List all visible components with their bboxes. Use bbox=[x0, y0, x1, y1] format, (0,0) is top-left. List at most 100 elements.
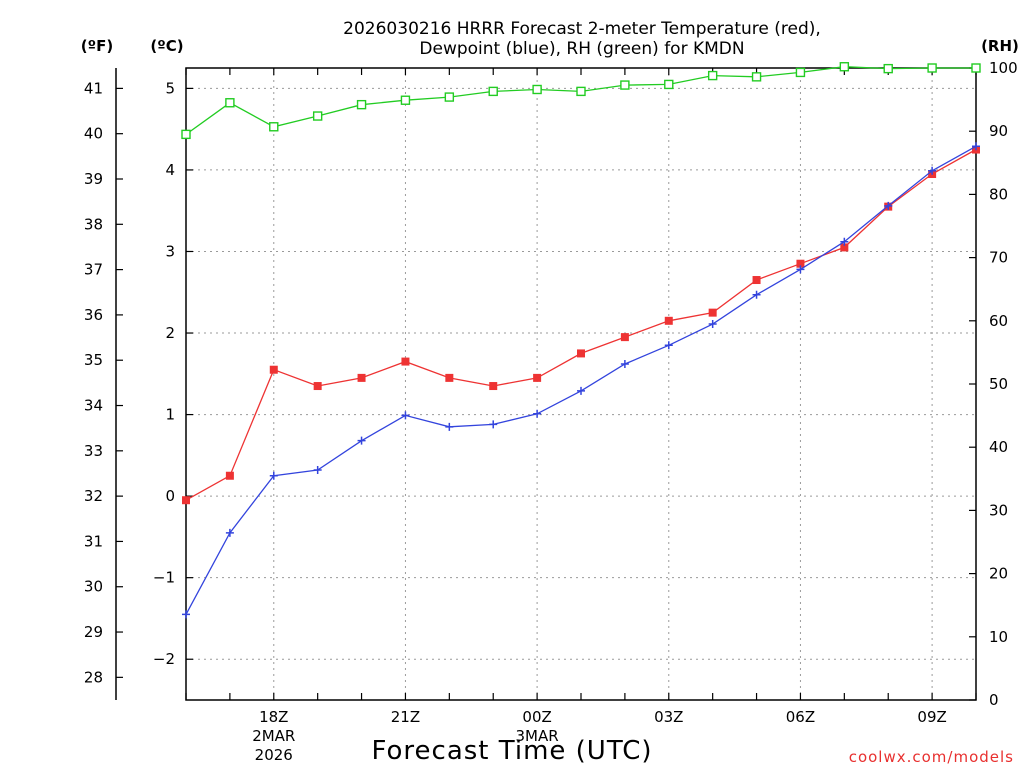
rh-point bbox=[883, 63, 893, 74]
fahrenheit-tick-label: 41 bbox=[84, 79, 103, 97]
rh-unit-label: (RH) bbox=[981, 37, 1019, 55]
fahrenheit-tick-label: 33 bbox=[84, 442, 103, 460]
rh-point bbox=[356, 99, 367, 110]
dewpoint-point bbox=[225, 528, 234, 537]
celsius-tick-label: 5 bbox=[165, 79, 175, 97]
fahrenheit-tick-label: 35 bbox=[84, 351, 103, 369]
fahrenheit-tick-label: 30 bbox=[84, 578, 103, 596]
dewpoint-point bbox=[884, 201, 893, 210]
celsius-tick-label: 4 bbox=[165, 161, 175, 179]
fahrenheit-tick-label: 34 bbox=[84, 397, 103, 415]
rh-point bbox=[400, 95, 411, 105]
dewpoint-point bbox=[620, 360, 629, 369]
plot-frame bbox=[185, 67, 977, 701]
dewpoint-point bbox=[708, 320, 717, 329]
temperature-point bbox=[401, 357, 410, 366]
temperature-point bbox=[752, 276, 761, 285]
celsius-tick-label: 1 bbox=[165, 406, 175, 424]
rh-tick-label: 40 bbox=[989, 438, 1008, 456]
rh-point bbox=[532, 84, 542, 95]
rh-tick-label: 10 bbox=[989, 628, 1008, 646]
temperature-point bbox=[445, 373, 454, 382]
chart-title-line-2: Dewpoint (blue), RH (green) for KMDN bbox=[419, 39, 744, 59]
x-tick-label: 09Z bbox=[917, 708, 946, 726]
rh-point bbox=[664, 79, 674, 90]
dewpoint-point bbox=[401, 411, 410, 420]
x-tick-label: 3MAR bbox=[516, 727, 559, 745]
fahrenheit-tick-label: 31 bbox=[84, 532, 103, 550]
dewpoint-point bbox=[533, 409, 542, 418]
celsius-tick-label: 0 bbox=[165, 487, 175, 505]
rh-line bbox=[185, 66, 976, 135]
fahrenheit-tick-label: 29 bbox=[84, 623, 103, 641]
grid-lines bbox=[186, 68, 976, 700]
temperature-point bbox=[182, 496, 190, 505]
rh-tick-label: 30 bbox=[989, 501, 1008, 519]
data-series bbox=[181, 62, 981, 619]
temperature-point bbox=[225, 471, 234, 480]
rh-point bbox=[488, 86, 498, 97]
fahrenheit-tick-label: 36 bbox=[84, 306, 103, 324]
fahrenheit-tick-label: 32 bbox=[84, 487, 103, 505]
dewpoint-point bbox=[972, 142, 980, 151]
x-axis-title: Forecast Time (UTC) bbox=[371, 736, 652, 766]
temperature-point bbox=[620, 333, 629, 342]
rh-point bbox=[181, 129, 191, 140]
dewpoint-point bbox=[840, 237, 849, 246]
fahrenheit-unit-label: (ºF) bbox=[81, 37, 113, 55]
dewpoint-point bbox=[796, 265, 805, 274]
temperature-point bbox=[664, 316, 673, 325]
temperature-point bbox=[796, 259, 805, 268]
temperature-point bbox=[840, 243, 849, 252]
celsius-unit-label: (ºC) bbox=[150, 37, 183, 55]
rh-point bbox=[620, 80, 630, 90]
fahrenheit-tick-label: 37 bbox=[84, 261, 103, 279]
temperature-point bbox=[708, 308, 717, 317]
rh-point bbox=[576, 86, 586, 97]
rh-point bbox=[444, 92, 455, 102]
x-tick-label: 2026 bbox=[255, 746, 293, 764]
temperature-point bbox=[313, 382, 322, 391]
temperature-point bbox=[489, 382, 498, 391]
x-tick-label: 00Z bbox=[522, 708, 551, 726]
rh-point bbox=[269, 122, 279, 132]
credit-text: coolwx.com/models bbox=[849, 748, 1014, 766]
temperature-point bbox=[269, 365, 278, 374]
rh-point bbox=[225, 98, 235, 108]
rh-point bbox=[707, 70, 718, 81]
x-tick-label: 03Z bbox=[654, 708, 683, 726]
rh-tick-label: 100 bbox=[989, 59, 1018, 77]
dewpoint-point bbox=[313, 466, 322, 475]
rh-tick-label: 50 bbox=[989, 375, 1008, 393]
axis-labels: 2829303132333435363738394041−2−101234501… bbox=[84, 59, 1018, 764]
celsius-tick-label: 3 bbox=[165, 242, 175, 260]
x-tick-label: 06Z bbox=[786, 708, 815, 726]
rh-tick-label: 60 bbox=[989, 312, 1008, 330]
x-tick-label: 21Z bbox=[391, 708, 420, 726]
dewpoint-point bbox=[577, 386, 585, 395]
celsius-tick-label: 2 bbox=[165, 324, 175, 342]
dewpoint-point bbox=[269, 471, 278, 480]
rh-point bbox=[839, 62, 850, 72]
rh-point bbox=[927, 63, 937, 73]
fahrenheit-tick-label: 38 bbox=[84, 215, 103, 233]
temperature-point bbox=[533, 373, 542, 382]
fahrenheit-tick-label: 40 bbox=[84, 125, 103, 143]
chart-title-line-1: 2026030216 HRRR Forecast 2-meter Tempera… bbox=[343, 19, 821, 39]
dewpoint-point bbox=[489, 420, 498, 429]
dewpoint-point bbox=[928, 166, 937, 175]
dewpoint-point bbox=[752, 290, 761, 299]
dewpoint-point bbox=[445, 422, 454, 431]
dewpoint-line bbox=[185, 145, 977, 615]
rh-point bbox=[312, 111, 323, 121]
x-tick-label: 18Z bbox=[259, 708, 288, 726]
dewpoint-point bbox=[182, 610, 190, 619]
rh-tick-label: 70 bbox=[989, 249, 1008, 267]
rh-tick-label: 20 bbox=[989, 565, 1008, 583]
celsius-tick-label: −2 bbox=[153, 650, 175, 668]
axes bbox=[115, 67, 977, 701]
rh-tick-label: 0 bbox=[989, 691, 999, 709]
temperature-point bbox=[577, 349, 585, 358]
temperature-line bbox=[185, 148, 977, 501]
